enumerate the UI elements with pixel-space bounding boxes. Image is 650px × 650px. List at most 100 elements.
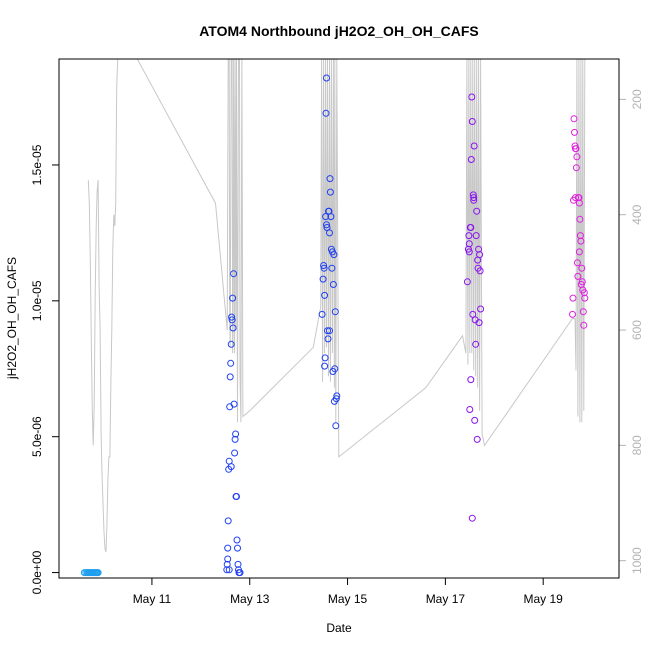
data-point bbox=[330, 251, 338, 259]
data-point bbox=[224, 544, 232, 552]
data-point bbox=[571, 128, 578, 136]
x-tick-label: May 13 bbox=[230, 592, 270, 606]
pressure-trace-line bbox=[87, 58, 586, 553]
data-point bbox=[231, 449, 239, 457]
data-point bbox=[320, 262, 328, 269]
data-point bbox=[324, 327, 331, 335]
data-point bbox=[470, 196, 478, 204]
data-point bbox=[581, 294, 589, 302]
x-tick-label: May 11 bbox=[133, 592, 172, 606]
data-point bbox=[577, 237, 585, 245]
data-point bbox=[332, 395, 340, 403]
data-point bbox=[569, 310, 576, 318]
data-point bbox=[323, 221, 330, 229]
data-point bbox=[580, 289, 588, 297]
data-point bbox=[232, 430, 240, 438]
data-point bbox=[477, 305, 485, 313]
data-point bbox=[468, 118, 476, 125]
data-point bbox=[465, 240, 473, 248]
data-point bbox=[578, 278, 586, 286]
data-point bbox=[468, 93, 476, 101]
data-point bbox=[579, 308, 587, 316]
data-point bbox=[467, 224, 475, 231]
data-point bbox=[223, 566, 231, 574]
y-axis-label: jH2O2_OH_OH_CAFS bbox=[5, 257, 19, 380]
data-point bbox=[321, 362, 329, 370]
data-point bbox=[572, 194, 579, 202]
data-point bbox=[473, 435, 481, 443]
data-point bbox=[323, 74, 330, 82]
data-point bbox=[467, 156, 475, 163]
data-point bbox=[326, 175, 334, 183]
data-point bbox=[575, 194, 583, 202]
data-point bbox=[230, 400, 238, 408]
data-point bbox=[476, 267, 484, 275]
data-point bbox=[326, 229, 333, 237]
data-point bbox=[575, 199, 583, 207]
data-point bbox=[328, 264, 336, 272]
data-point bbox=[476, 251, 484, 259]
data-point bbox=[228, 313, 236, 321]
data-point bbox=[569, 294, 577, 302]
data-point bbox=[225, 566, 233, 574]
pressure-trace bbox=[87, 58, 586, 553]
data-point bbox=[224, 517, 232, 525]
data-point bbox=[229, 294, 237, 302]
data-point bbox=[465, 232, 473, 240]
right-tick-label: 800 bbox=[630, 435, 644, 455]
data-point bbox=[320, 264, 328, 272]
y-tick-label: 5.0e-06 bbox=[30, 416, 44, 457]
data-point bbox=[227, 359, 235, 367]
right-tick-label: 400 bbox=[630, 204, 644, 224]
data-point bbox=[326, 327, 333, 335]
x-axis-label: Date bbox=[326, 621, 352, 635]
right-tick-label: 1000 bbox=[630, 547, 644, 574]
y-tick-label: 0.0e+00 bbox=[30, 550, 44, 594]
data-point bbox=[327, 213, 335, 221]
data-point bbox=[475, 319, 483, 327]
data-point bbox=[471, 416, 479, 424]
data-point bbox=[469, 191, 477, 199]
y-tick-label: 1.0e-05 bbox=[30, 280, 44, 321]
axes: May 11 May 13 May 15 May 17 May 19 0.0e+00 5.0… bbox=[30, 89, 644, 606]
x-tick-label: May 15 bbox=[328, 592, 368, 606]
data-point bbox=[227, 340, 235, 348]
data-point bbox=[321, 354, 329, 362]
data-point bbox=[572, 145, 580, 153]
data-point bbox=[463, 278, 471, 286]
data-point bbox=[324, 335, 332, 343]
data-point bbox=[574, 272, 582, 280]
data-point bbox=[229, 324, 237, 332]
data-point bbox=[573, 153, 581, 161]
data-point bbox=[329, 281, 337, 288]
data-point bbox=[572, 164, 580, 172]
data-point bbox=[322, 213, 330, 221]
data-point bbox=[580, 321, 588, 329]
data-point bbox=[226, 373, 234, 381]
data-point bbox=[233, 493, 240, 500]
data-point bbox=[228, 316, 236, 324]
data-point bbox=[465, 248, 473, 256]
data-point bbox=[570, 115, 578, 123]
data-point bbox=[321, 291, 329, 299]
data-point bbox=[331, 365, 339, 373]
data-point bbox=[573, 259, 581, 267]
chart-title: ATOM4 Northbound jH2O2_OH_OH_CAFS bbox=[199, 23, 479, 39]
y-tick-label: 1.5e-05 bbox=[30, 144, 44, 185]
right-tick-label: 600 bbox=[630, 320, 644, 340]
data-point bbox=[224, 555, 232, 563]
data-point bbox=[94, 569, 102, 577]
data-point bbox=[470, 194, 478, 202]
data-point bbox=[467, 376, 475, 384]
data-point bbox=[326, 188, 334, 196]
data-point bbox=[319, 275, 327, 283]
data-point bbox=[472, 232, 480, 240]
data-point bbox=[226, 403, 234, 411]
data-point bbox=[322, 109, 330, 117]
data-point bbox=[318, 310, 326, 318]
data-point bbox=[231, 435, 239, 443]
data-point bbox=[331, 308, 339, 316]
data-point bbox=[236, 569, 244, 577]
x-tick-label: May 19 bbox=[524, 592, 564, 606]
